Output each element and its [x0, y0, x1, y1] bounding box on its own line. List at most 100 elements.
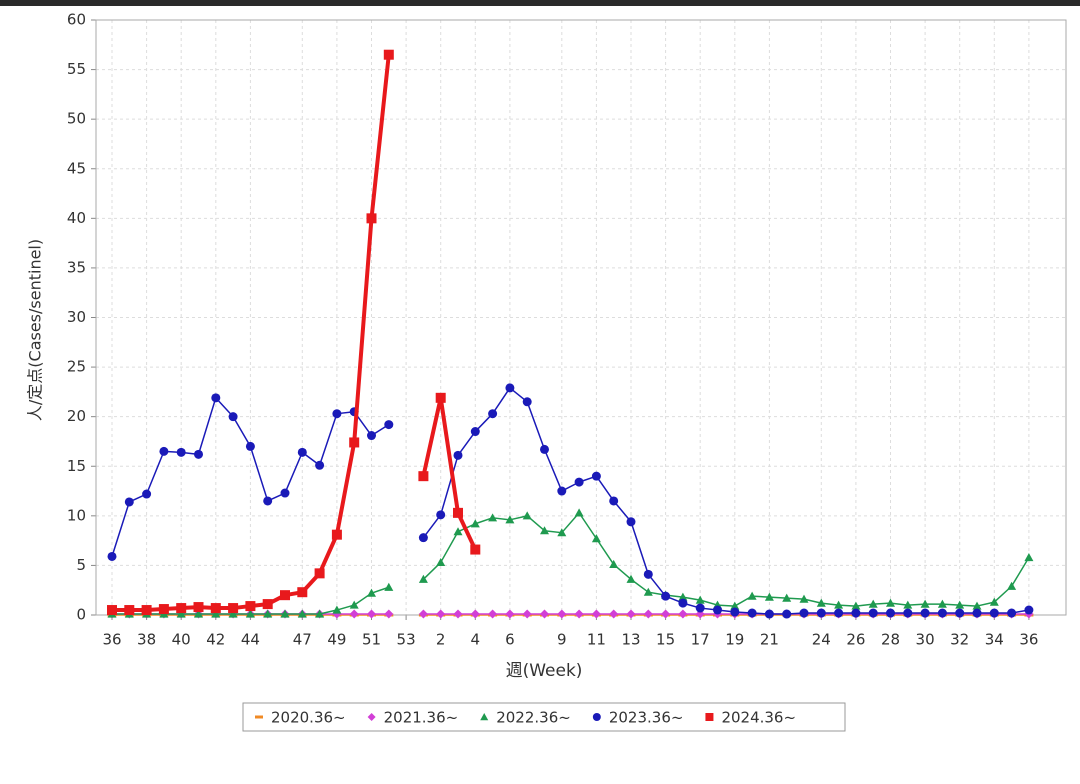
marker [591, 609, 601, 619]
x-tick-label: 28 [881, 631, 900, 649]
marker [228, 412, 238, 422]
y-tick-label: 15 [67, 457, 86, 475]
y-tick-label: 40 [67, 209, 86, 227]
marker [142, 489, 152, 499]
marker [799, 608, 809, 618]
marker [193, 602, 204, 613]
x-tick-label: 44 [241, 631, 260, 649]
marker [609, 559, 619, 569]
marker [349, 437, 360, 448]
y-tick-label: 55 [67, 60, 86, 78]
marker [574, 609, 584, 619]
marker [834, 608, 844, 618]
marker [245, 601, 256, 612]
marker [436, 510, 446, 520]
series-layer [107, 49, 1034, 619]
marker [834, 600, 844, 609]
x-tick-label: 51 [362, 631, 381, 649]
marker [678, 592, 688, 601]
marker [522, 397, 532, 407]
marker [989, 608, 999, 618]
marker [886, 608, 895, 618]
marker [678, 598, 688, 608]
x-tick-label: 40 [172, 631, 191, 649]
marker [349, 600, 359, 609]
marker [557, 486, 567, 496]
marker [1024, 552, 1034, 562]
series-line [112, 512, 1030, 615]
marker [868, 599, 878, 608]
marker [713, 605, 722, 615]
y-tick-label: 25 [67, 358, 86, 376]
marker [331, 529, 342, 540]
marker [764, 592, 774, 601]
marker [315, 609, 325, 618]
marker [435, 392, 446, 403]
marker [384, 582, 394, 591]
marker [245, 609, 255, 618]
marker [626, 574, 636, 583]
marker [574, 477, 584, 487]
marker [124, 497, 134, 507]
x-tick-label: 42 [206, 631, 225, 649]
marker [263, 496, 273, 506]
marker [695, 595, 705, 604]
marker [470, 544, 481, 555]
y-tick-label: 60 [67, 11, 86, 29]
legend-marker [705, 713, 714, 721]
marker [730, 601, 740, 610]
x-tick-label: 38 [137, 631, 156, 649]
marker [540, 609, 549, 619]
x-tick-label: 30 [916, 631, 935, 649]
x-tick-label: 4 [471, 631, 481, 649]
marker [557, 609, 567, 619]
marker [176, 603, 187, 614]
y-tick-label: 45 [67, 159, 86, 177]
marker [643, 609, 653, 619]
marker [505, 609, 515, 619]
marker [643, 587, 653, 596]
y-tick-label: 0 [76, 606, 86, 624]
marker [332, 605, 342, 614]
legend-label: 2023.36~ [609, 709, 684, 727]
marker [470, 427, 480, 437]
marker [176, 447, 186, 457]
legend-label: 2020.36~ [271, 709, 346, 727]
marker [903, 600, 913, 609]
marker [488, 513, 498, 522]
marker [782, 609, 792, 619]
y-tick-label: 5 [76, 556, 86, 574]
marker [764, 609, 774, 619]
marker [263, 609, 273, 618]
x-tick-label: 6 [505, 631, 515, 649]
marker [453, 527, 463, 536]
marker [141, 605, 152, 616]
marker [436, 557, 446, 567]
x-axis-label: 週(Week) [506, 661, 583, 681]
legend-label: 2024.36~ [721, 709, 796, 727]
x-tick-label: 19 [725, 631, 744, 649]
marker [262, 599, 273, 610]
marker [591, 471, 601, 481]
marker [609, 496, 619, 506]
legend-box [242, 702, 846, 732]
x-tick-label: 49 [327, 631, 346, 649]
y-tick-label: 10 [67, 506, 86, 524]
marker [332, 409, 342, 419]
marker [211, 609, 221, 618]
y-tick-label: 30 [67, 308, 86, 326]
marker [661, 609, 671, 619]
marker [540, 526, 549, 535]
marker [920, 599, 930, 608]
marker [297, 447, 307, 457]
marker [851, 601, 861, 610]
marker [557, 528, 567, 537]
marker [228, 609, 238, 618]
marker [107, 551, 117, 561]
marker [799, 594, 809, 603]
marker [851, 608, 861, 618]
marker [937, 608, 947, 618]
marker [626, 517, 636, 527]
